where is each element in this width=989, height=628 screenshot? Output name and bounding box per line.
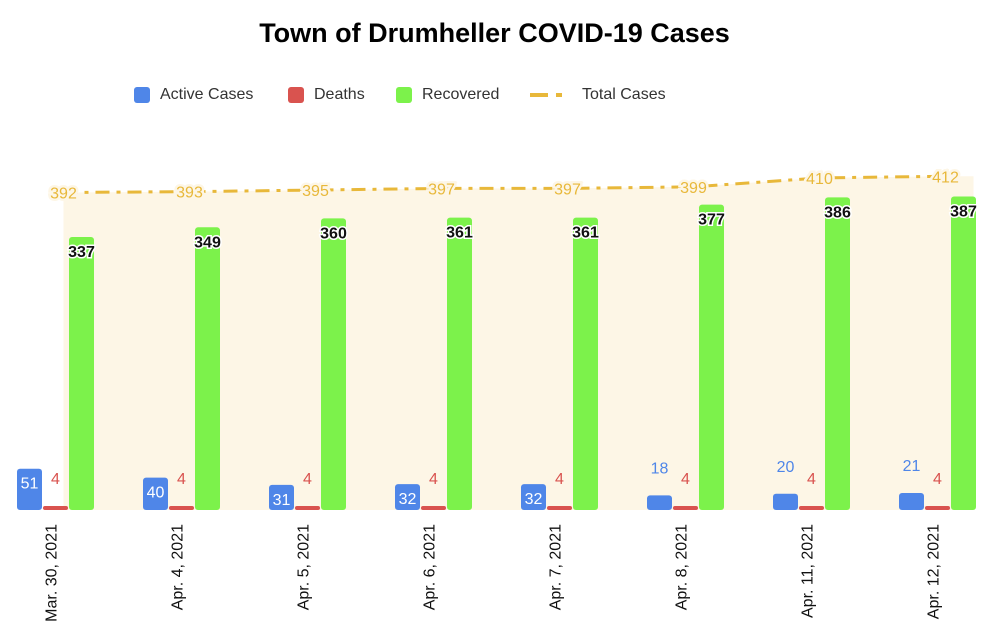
data-label-total-cases-apr-12-2021: 412 <box>932 169 959 186</box>
x-tick-label-apr-12-2021: Apr. 12, 2021 <box>926 524 943 619</box>
total-cases-area <box>63 176 974 510</box>
data-label-total-cases-apr-6-2021: 397 <box>428 181 455 198</box>
data-label-active-cases-apr-8-2021: 18 <box>651 460 669 477</box>
data-label-deaths-apr-11-2021: 4 <box>807 471 816 488</box>
bar-deaths-apr-8-2021 <box>673 506 698 510</box>
legend-item-active-cases[interactable]: Active Cases <box>134 84 253 106</box>
legend-swatch-recovered <box>396 87 412 103</box>
bar-deaths-apr-7-2021 <box>547 506 572 510</box>
data-label-active-cases-apr-5-2021: 31 <box>273 492 291 509</box>
legend-item-recovered[interactable]: Recovered <box>396 84 499 106</box>
data-label-recovered-mar-30-2021: 337 <box>68 244 95 261</box>
bar-recovered-apr-12-2021 <box>951 196 976 510</box>
bar-deaths-apr-6-2021 <box>421 506 446 510</box>
bar-deaths-apr-4-2021 <box>169 506 194 510</box>
x-tick-label-apr-7-2021: Apr. 7, 2021 <box>548 524 565 610</box>
data-label-total-cases-apr-5-2021: 395 <box>302 183 329 200</box>
data-label-total-cases-mar-30-2021: 392 <box>50 185 77 202</box>
data-label-deaths-apr-8-2021: 4 <box>681 471 690 488</box>
data-label-total-cases-apr-8-2021: 399 <box>680 180 707 197</box>
bar-recovered-apr-7-2021 <box>573 217 598 510</box>
x-tick-label-apr-11-2021: Apr. 11, 2021 <box>800 524 817 618</box>
bar-recovered-apr-5-2021 <box>321 218 346 510</box>
data-label-deaths-apr-7-2021: 4 <box>555 471 564 488</box>
chart-title: Town of Drumheller COVID-19 Cases <box>259 18 730 48</box>
data-label-recovered-apr-6-2021: 361 <box>446 225 473 242</box>
legend: Active Cases Deaths Recovered Total Case… <box>0 84 989 106</box>
data-label-deaths-apr-4-2021: 4 <box>177 471 186 488</box>
legend-label-active-cases: Active Cases <box>160 86 254 103</box>
legend-item-total-cases[interactable]: Total Cases <box>530 84 666 106</box>
data-label-active-cases-apr-6-2021: 32 <box>399 491 417 508</box>
legend-swatch-deaths <box>288 87 304 103</box>
bar-deaths-apr-12-2021 <box>925 506 950 510</box>
bar-recovered-mar-30-2021 <box>69 237 94 510</box>
bar-deaths-apr-11-2021 <box>799 506 824 510</box>
bar-recovered-apr-4-2021 <box>195 227 220 510</box>
bar-active-cases-apr-4-2021 <box>143 477 168 510</box>
data-label-active-cases-mar-30-2021: 51 <box>21 476 39 493</box>
bar-active-cases-apr-11-2021 <box>773 493 798 510</box>
legend-label-total-cases: Total Cases <box>582 86 666 103</box>
bar-deaths-apr-5-2021 <box>295 506 320 510</box>
data-label-active-cases-apr-12-2021: 21 <box>903 458 921 475</box>
x-tick-label-mar-30-2021: Mar. 30, 2021 <box>44 524 61 622</box>
legend-label-deaths: Deaths <box>314 86 365 103</box>
x-tick-label-apr-4-2021: Apr. 4, 2021 <box>170 524 187 610</box>
bar-active-cases-apr-6-2021 <box>395 484 420 510</box>
legend-item-deaths[interactable]: Deaths <box>288 84 365 106</box>
bar-recovered-apr-11-2021 <box>825 197 850 510</box>
legend-label-recovered: Recovered <box>422 86 500 103</box>
data-label-active-cases-apr-7-2021: 32 <box>525 491 543 508</box>
x-tick-label-apr-8-2021: Apr. 8, 2021 <box>674 524 691 610</box>
bar-recovered-apr-8-2021 <box>699 204 724 510</box>
bar-active-cases-apr-5-2021 <box>269 484 294 510</box>
data-label-recovered-apr-8-2021: 377 <box>698 212 725 229</box>
x-tick-label-apr-5-2021: Apr. 5, 2021 <box>296 524 313 610</box>
bar-recovered-apr-6-2021 <box>447 217 472 510</box>
data-label-total-cases-apr-4-2021: 393 <box>176 185 203 202</box>
data-label-recovered-apr-5-2021: 360 <box>320 225 347 242</box>
data-label-total-cases-apr-11-2021: 410 <box>806 171 833 188</box>
data-label-total-cases-apr-7-2021: 397 <box>554 181 581 198</box>
data-label-deaths-apr-5-2021: 4 <box>303 471 312 488</box>
data-label-deaths-mar-30-2021: 4 <box>51 471 60 488</box>
data-label-active-cases-apr-4-2021: 40 <box>147 485 165 502</box>
data-label-active-cases-apr-11-2021: 20 <box>777 459 795 476</box>
data-label-deaths-apr-6-2021: 4 <box>429 471 438 488</box>
bar-deaths-mar-30-2021 <box>43 506 68 510</box>
legend-line-total-cases <box>530 93 574 97</box>
data-label-deaths-apr-12-2021: 4 <box>933 471 942 488</box>
bar-active-cases-apr-7-2021 <box>521 484 546 510</box>
bar-active-cases-mar-30-2021 <box>17 468 42 510</box>
data-label-recovered-apr-12-2021: 387 <box>950 204 977 221</box>
bar-active-cases-apr-8-2021 <box>647 495 672 510</box>
data-label-recovered-apr-11-2021: 386 <box>824 204 851 221</box>
x-tick-label-apr-6-2021: Apr. 6, 2021 <box>422 524 439 610</box>
legend-swatch-active-cases <box>134 87 150 103</box>
data-label-recovered-apr-7-2021: 361 <box>572 225 599 242</box>
data-label-recovered-apr-4-2021: 349 <box>194 234 221 251</box>
bar-active-cases-apr-12-2021 <box>899 492 924 510</box>
